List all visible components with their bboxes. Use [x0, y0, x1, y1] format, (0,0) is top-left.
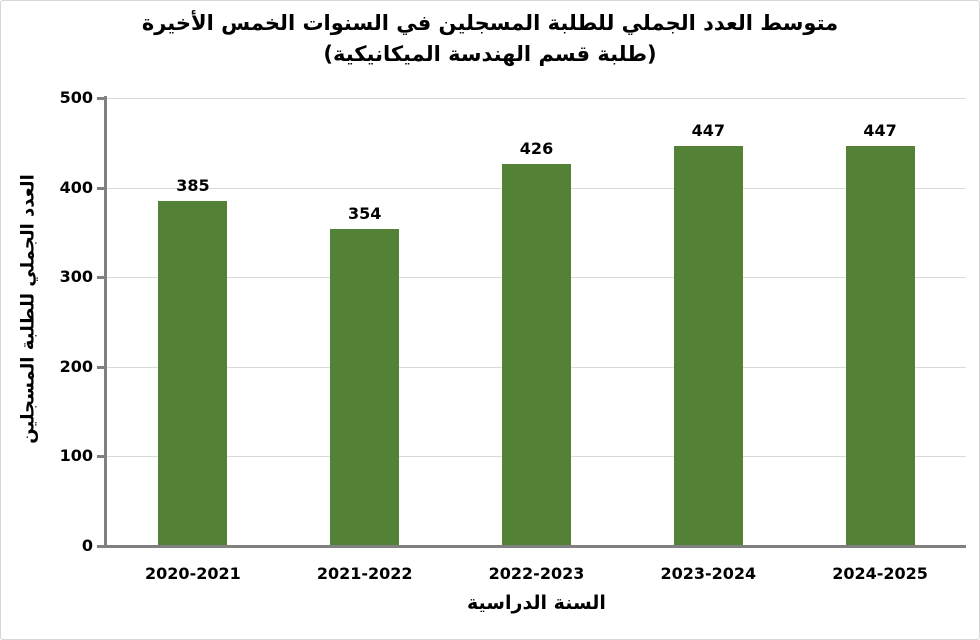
bar-2022-2023 [502, 164, 571, 546]
bar-value-label: 354 [347, 203, 382, 223]
y-tick-mark [97, 276, 105, 280]
bar-2024-2025 [845, 145, 915, 546]
x-axis-title: السنة الدراسية [467, 592, 606, 614]
y-tick-label: 300 [59, 267, 93, 287]
y-axis-line [104, 96, 107, 548]
y-tick-label: 200 [59, 356, 93, 376]
x-tick-label: 2020-2021 [145, 564, 241, 583]
y-tick-label: 0 [81, 536, 93, 555]
plot-area: 385 354 426 447 447 [107, 98, 966, 546]
bar-value-label: 385 [176, 176, 210, 196]
chart-title: متوسط العدد الجملي للطلبة المسجلين في ال… [1, 8, 979, 70]
x-tick-label: 2024-2025 [832, 564, 928, 583]
y-gridline [107, 98, 966, 99]
bar-2020-2021 [158, 201, 228, 546]
x-tick-label: 2021-2022 [316, 564, 413, 583]
bar-2021-2022 [330, 228, 400, 546]
chart-title-line1: متوسط العدد الجملي للطلبة المسجلين في ال… [141, 11, 839, 35]
y-tick-label: 500 [59, 88, 93, 107]
bar-value-label: 447 [691, 120, 725, 140]
y-tick-mark [97, 97, 105, 100]
x-tick-label: 2023-2024 [660, 564, 757, 583]
bar-value-label: 447 [863, 120, 897, 140]
chart-title-line2: (طلبة قسم الهندسة الميكانيكية) [323, 42, 657, 66]
y-axis-title: العدد الجملي للطلبة المسجلين [17, 174, 39, 444]
y-tick-label: 400 [59, 177, 93, 197]
y-tick-mark [97, 365, 105, 369]
bar-2023-2024 [673, 145, 743, 546]
bar-value-label: 426 [519, 139, 554, 159]
y-tick-mark [97, 186, 105, 190]
y-tick-mark [97, 545, 105, 548]
y-tick-label: 100 [59, 446, 93, 466]
x-axis-line [104, 545, 966, 548]
x-tick-label: 2022-2023 [488, 564, 585, 583]
y-tick-mark [97, 455, 105, 459]
